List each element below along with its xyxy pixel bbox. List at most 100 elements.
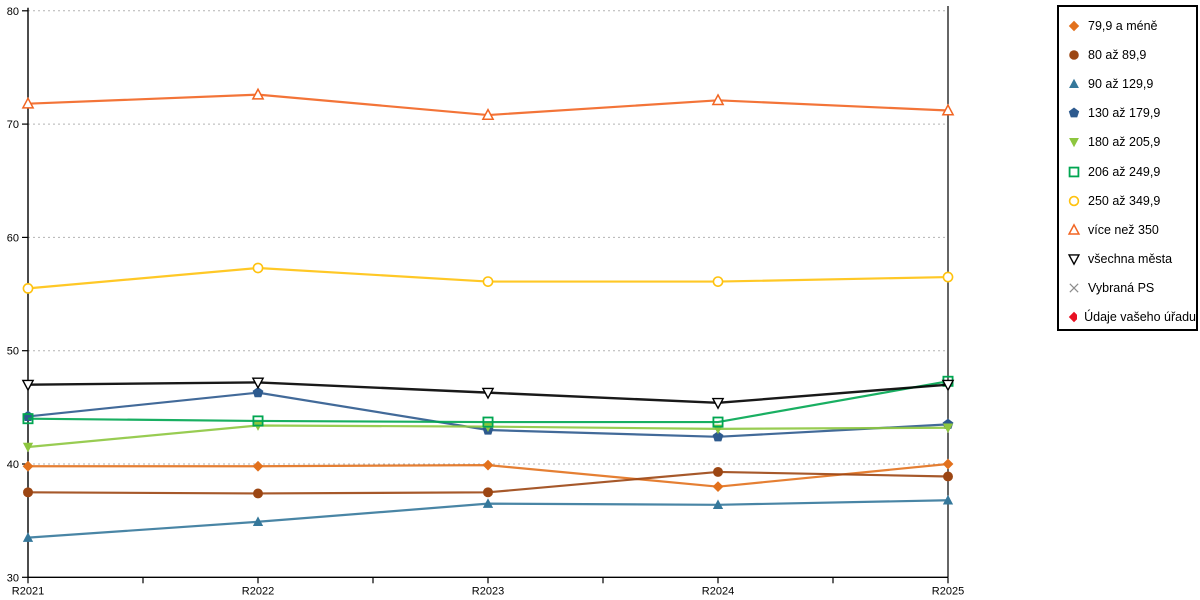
circle-open-icon <box>712 276 724 287</box>
triangle-down-open-icon <box>251 377 265 390</box>
triangle-up-filled-icon <box>1069 78 1079 89</box>
triangle-up-filled-icon <box>942 494 954 505</box>
y-axis-tick-label: 80 <box>7 6 19 18</box>
circle-open-icon <box>252 262 264 274</box>
series-90-a-129-9 <box>22 494 954 542</box>
triangle-down-filled-icon <box>1069 138 1079 148</box>
triangle-down-open-icon <box>711 397 725 410</box>
triangle-down-filled-icon <box>1069 138 1079 148</box>
square-open-icon <box>712 416 724 428</box>
triangle-up-open-icon <box>941 103 955 116</box>
series-79-9-a-m-n- <box>22 458 954 493</box>
series-206-a-249-9 <box>22 375 954 428</box>
series-v-echna-m-sta <box>21 377 955 410</box>
pentagon-filled-icon <box>252 386 264 398</box>
triangle-down-filled-icon <box>22 442 34 453</box>
square-open-icon <box>482 416 494 428</box>
y-axis-tick-label: 40 <box>7 459 19 471</box>
triangle-up-filled-icon <box>1069 78 1079 89</box>
legend-item: 250 až 349,9 <box>1059 186 1196 215</box>
triangle-up-open-icon <box>21 96 35 109</box>
circle-open-icon <box>942 271 954 283</box>
triangle-up-filled-icon <box>712 499 724 509</box>
triangle-up-open-icon <box>1067 223 1081 235</box>
legend-item: 206 až 249,9 <box>1059 157 1196 186</box>
x-axis-tick-label: R2024 <box>702 585 734 597</box>
triangle-up-filled-icon <box>252 516 264 526</box>
series-80-a-89-9 <box>23 466 953 499</box>
pentagon-filled-icon <box>1068 107 1080 118</box>
y-axis-tick-label: 50 <box>7 346 19 358</box>
x-axis-tick-label: R2023 <box>472 585 504 597</box>
x-axis-tick-label: R2025 <box>932 585 964 597</box>
legend-item: více než 350 <box>1059 215 1196 244</box>
circle-filled-icon <box>1069 49 1079 60</box>
legend-item: 180 až 205,9 <box>1059 128 1196 157</box>
diamond-filled-icon <box>22 460 34 472</box>
legend-label: 250 až 349,9 <box>1088 193 1161 208</box>
triangle-up-filled-icon <box>22 532 34 542</box>
diamond-filled-icon <box>1068 312 1078 323</box>
legend-label: Údaje vašeho úřadu <box>1084 310 1196 325</box>
legend-item: 90 až 129,9 <box>1059 69 1196 98</box>
circle-filled-icon <box>253 488 263 499</box>
legend-item: 79,9 a méně <box>1059 11 1196 40</box>
legend-label: 180 až 205,9 <box>1088 135 1161 150</box>
square-open-icon <box>22 413 34 425</box>
circle-open-icon <box>1068 195 1080 206</box>
legend-label: Vybraná PS <box>1088 281 1155 296</box>
legend-item: Údaje vašeho úřadu <box>1059 303 1196 332</box>
legend-label: 130 až 179,9 <box>1088 106 1161 121</box>
diamond-filled-icon <box>1068 20 1080 31</box>
triangle-down-open-icon <box>481 387 495 400</box>
legend-item: Vybraná PS <box>1059 274 1196 303</box>
circle-filled-icon <box>23 487 33 498</box>
circle-filled-icon <box>943 471 953 482</box>
triangle-down-open-icon <box>21 379 35 392</box>
triangle-down-filled-icon <box>942 423 954 434</box>
diamond-filled-icon <box>712 481 724 493</box>
chart-legend: 79,9 a méně 80 až 89,9 90 až 129,9 130 až 1… <box>1057 5 1198 331</box>
diamond-filled-icon <box>252 460 264 472</box>
legend-label: všechna města <box>1088 252 1173 267</box>
triangle-up-open-icon <box>251 87 265 100</box>
diamond-filled-icon <box>1068 20 1080 31</box>
square-open-icon <box>1068 166 1080 177</box>
circle-open-icon <box>1068 195 1080 206</box>
triangle-down-open-icon <box>1067 254 1081 266</box>
pentagon-filled-icon <box>712 431 724 442</box>
square-open-icon <box>252 415 264 427</box>
y-axis-tick-label: 60 <box>7 232 19 244</box>
x-mark-icon <box>1069 283 1079 293</box>
y-axis-tick-label: 30 <box>7 572 19 584</box>
series-250-a-349-9 <box>22 262 954 294</box>
diamond-filled-icon <box>482 459 494 471</box>
triangle-up-filled-icon <box>482 498 494 508</box>
legend-item: 80 až 89,9 <box>1059 40 1196 69</box>
x-axis-tick-label: R2022 <box>242 585 274 597</box>
x-mark-icon <box>1069 283 1079 293</box>
series-line <box>27 380 949 424</box>
triangle-up-open-icon <box>1067 223 1081 235</box>
diamond-filled-icon <box>942 458 954 470</box>
legend-label: 79,9 a méně <box>1088 18 1158 33</box>
triangle-up-open-icon <box>481 108 495 120</box>
triangle-down-open-icon <box>1067 254 1081 266</box>
series-v-ce-ne-350 <box>21 87 955 120</box>
circle-filled-icon <box>1069 49 1079 60</box>
circle-filled-icon <box>713 466 723 477</box>
diamond-filled-icon <box>1068 312 1078 323</box>
circle-open-icon <box>22 282 34 294</box>
legend-item: všechna města <box>1059 245 1196 274</box>
circle-filled-icon <box>483 487 493 498</box>
square-open-icon <box>1068 166 1080 177</box>
legend-label: 206 až 249,9 <box>1088 164 1161 179</box>
y-axis-tick-label: 70 <box>7 119 19 131</box>
legend-label: 80 až 89,9 <box>1088 47 1147 62</box>
triangle-up-open-icon <box>711 93 725 106</box>
circle-open-icon <box>482 276 494 287</box>
triangle-down-open-icon <box>941 379 955 392</box>
pentagon-filled-icon <box>1068 107 1080 118</box>
